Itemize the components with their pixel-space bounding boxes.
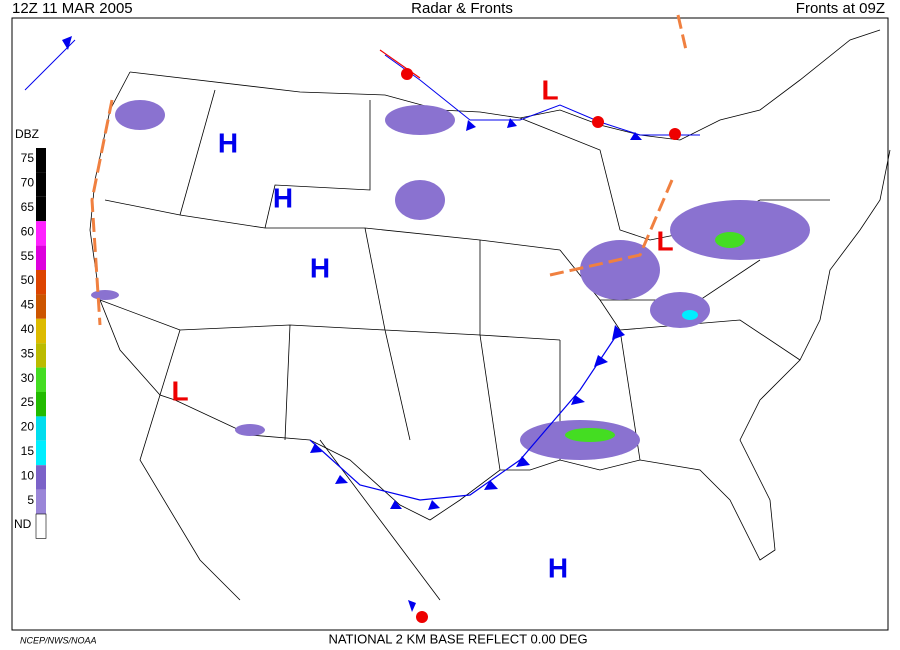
legend-label: 50 <box>21 273 35 287</box>
legend-label: 55 <box>21 249 35 263</box>
pressure-center: L <box>656 225 673 256</box>
legend-label: ND <box>14 517 32 531</box>
legend-label: 15 <box>21 444 35 458</box>
legend-swatch <box>36 392 46 417</box>
pressure-centers: H H H H L L L <box>171 74 673 583</box>
legend-swatch <box>36 318 46 344</box>
header-fronts-time: Fronts at 09Z <box>796 0 885 17</box>
legend-label: 30 <box>21 371 35 385</box>
radar-echoes <box>91 100 810 460</box>
legend-swatch <box>36 148 46 173</box>
legend-label: 60 <box>21 224 35 238</box>
legend-swatch <box>36 440 46 466</box>
legend-swatch <box>36 270 46 295</box>
legend-label: 35 <box>21 346 35 360</box>
fronts <box>24 14 700 623</box>
header-title: Radar & Fronts <box>411 0 513 17</box>
pressure-center: L <box>171 375 188 406</box>
legend-swatch <box>36 465 46 490</box>
header-date: 12Z 11 MAR 2005 <box>12 0 133 17</box>
legend-swatch <box>36 416 46 441</box>
legend-swatch <box>36 294 46 319</box>
legend-label: 75 <box>21 151 35 165</box>
legend-swatch <box>36 196 46 222</box>
pressure-center: H <box>273 182 293 213</box>
pressure-center: H <box>218 127 238 158</box>
legend-swatch <box>35 513 47 539</box>
legend-label: 65 <box>21 200 35 214</box>
pressure-center: L <box>541 74 558 105</box>
legend-label: 45 <box>21 298 35 312</box>
legend-label: 10 <box>21 468 35 482</box>
legend-label: 5 <box>27 493 34 507</box>
footer-credit: NCEP/NWS/NOAA <box>20 635 97 645</box>
legend-swatch <box>36 221 46 246</box>
legend-label: 40 <box>21 322 35 336</box>
pressure-center: H <box>310 252 330 283</box>
legend-title: DBZ <box>15 127 39 141</box>
pressure-center: H <box>548 552 568 583</box>
legend-swatch <box>36 343 46 368</box>
dbz-legend: DBZ 75 70 65 60 55 50 45 40 35 30 25 20 15 10 5 ND <box>14 127 47 539</box>
legend-label: 25 <box>21 395 35 409</box>
legend-label: 70 <box>21 176 35 190</box>
legend-swatch <box>36 172 46 197</box>
legend-label: 20 <box>21 420 35 434</box>
legend-swatch <box>36 367 46 392</box>
legend-swatch <box>36 245 46 270</box>
legend-swatch <box>36 489 46 514</box>
footer-product: NATIONAL 2 KM BASE REFLECT 0.00 DEG <box>328 631 587 646</box>
